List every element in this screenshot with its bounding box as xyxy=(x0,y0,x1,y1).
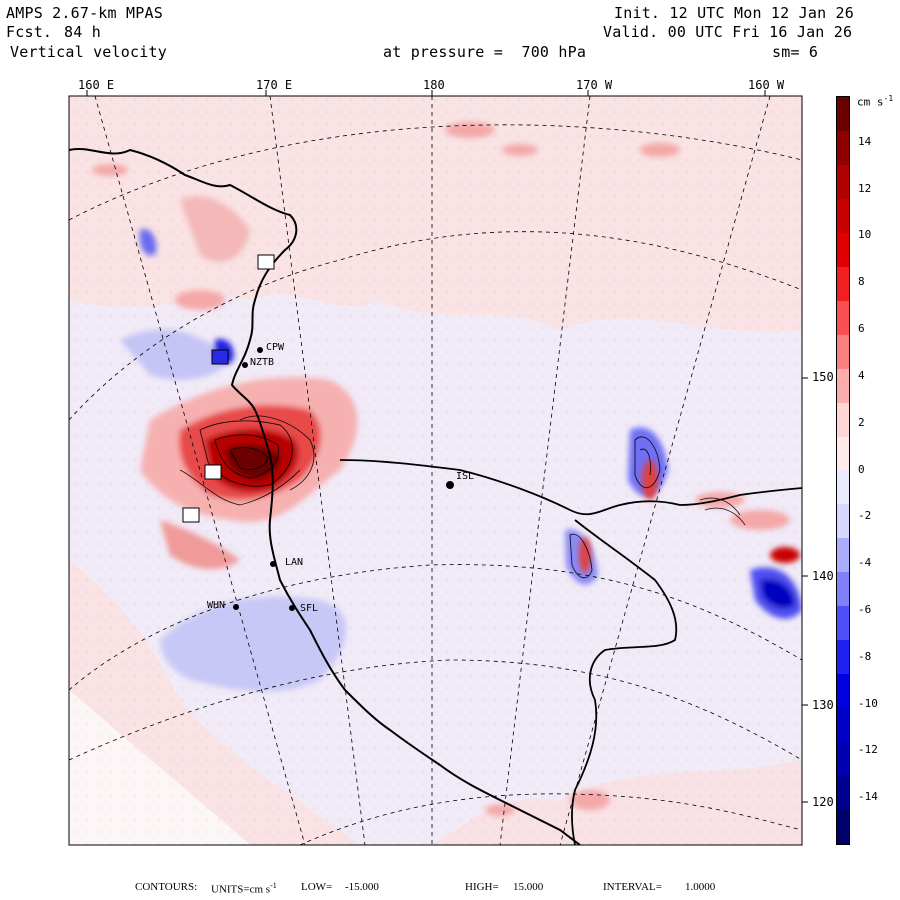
colorbar-swatch xyxy=(837,708,849,743)
colorbar-swatch xyxy=(837,368,849,403)
station-markers xyxy=(233,347,454,611)
station-cpw: CPW xyxy=(266,342,285,353)
strong-updraft-region xyxy=(140,196,358,570)
colorbar-tick-label: -10 xyxy=(858,696,878,710)
colorbar-tick-label: 2 xyxy=(858,415,865,429)
colorbar-tick-label: 0 xyxy=(858,462,865,476)
colorbar-swatch xyxy=(837,164,849,199)
colorbar-swatch xyxy=(837,538,849,573)
colorbar-swatch xyxy=(837,742,849,777)
colorbar-swatch xyxy=(837,470,849,505)
colorbar-units-text: cm s xyxy=(857,95,884,109)
colorbar-tick-label: -12 xyxy=(858,743,878,757)
colorbar-units-exp: -1 xyxy=(883,94,894,103)
colorbar-swatch xyxy=(837,606,849,641)
colorbar-swatch xyxy=(837,572,849,607)
colorbar-tick-label: 12 xyxy=(858,181,872,195)
footer-units: UNITS=cm s-1 xyxy=(211,881,277,896)
colorbar-swatch xyxy=(837,504,849,539)
pressure-level: at pressure = 700 hPa xyxy=(383,43,587,61)
contour-lines xyxy=(179,415,746,579)
colorbar-tick-label: 14 xyxy=(858,134,872,148)
colorbar-swatch xyxy=(837,334,849,369)
colorbar-swatch xyxy=(837,97,849,131)
map-frame xyxy=(68,95,803,846)
forecast-label: Fcst. xyxy=(6,23,53,41)
colorbar-swatch xyxy=(837,266,849,301)
extremum-boxes xyxy=(182,254,275,523)
graticule xyxy=(69,96,802,845)
colorbar-tick-label: 8 xyxy=(858,275,865,289)
colorbar-tick-label: -4 xyxy=(858,556,872,570)
colorbar-swatch xyxy=(837,674,849,709)
colorbar-tick-label: -8 xyxy=(858,649,872,663)
colorbar-units: cm s-1 xyxy=(857,94,893,109)
colorbar-tick-label: -14 xyxy=(858,790,878,804)
colorbar-tick-label: -6 xyxy=(858,602,872,616)
init-time: Init. 12 UTC Mon 12 Jan 26 xyxy=(614,4,854,22)
downdraft-regions xyxy=(120,229,802,692)
field-name: Vertical velocity xyxy=(10,43,167,61)
colorbar-swatch xyxy=(837,300,849,335)
station-nztb: NZTB xyxy=(250,357,275,368)
colorbar-swatch xyxy=(837,436,849,471)
footer-contours-label: CONTOURS: xyxy=(135,881,198,893)
colorbar-tick-label: 10 xyxy=(858,228,872,242)
station-lan: LAN xyxy=(285,557,304,568)
colorbar-tick-label: 6 xyxy=(858,322,865,336)
model-title: AMPS 2.67-km MPAS xyxy=(6,4,163,22)
colorbar-tick-label: -2 xyxy=(858,509,872,523)
footer-interval-label: INTERVAL= xyxy=(603,881,662,893)
valid-time: Valid. 00 UTC Fri 16 Jan 26 xyxy=(603,23,853,41)
inland-boundary xyxy=(571,519,678,845)
lon-label-170w: 170 W xyxy=(576,78,613,92)
footer-low-label: LOW= xyxy=(301,881,333,893)
footer-high-value: 15.000 xyxy=(513,881,544,893)
forecast-hours: 84 h xyxy=(64,23,101,41)
smoothing: sm= 6 xyxy=(772,43,819,61)
footer-units-exp: -1 xyxy=(270,881,277,890)
lon-label-160e: 160 E xyxy=(78,78,115,92)
colorbar-swatch xyxy=(837,776,849,811)
footer-high-label: HIGH= xyxy=(465,881,499,893)
colorbar-swatch xyxy=(837,198,849,233)
coastline xyxy=(69,148,581,845)
footer-low-value: -15.000 xyxy=(345,881,379,893)
station-sfl: SFL xyxy=(300,603,319,614)
colorbar-swatch xyxy=(837,640,849,675)
colorbar-swatch xyxy=(837,130,849,165)
colorbar-tick-label: 4 xyxy=(858,368,865,382)
lon-label-170e: 170 E xyxy=(256,78,293,92)
colorbar-swatch xyxy=(837,810,849,844)
lon-label-180: 180 xyxy=(423,78,445,92)
station-isl: ISL xyxy=(456,471,475,482)
colorbar-swatch xyxy=(837,402,849,437)
ice-shelf-edge xyxy=(339,459,802,516)
station-whn: WHN xyxy=(207,600,226,611)
lon-label-160w: 160 W xyxy=(748,78,785,92)
colorbar xyxy=(836,96,850,845)
footer-interval-value: 1.0000 xyxy=(685,881,716,893)
footer-units-text: UNITS=cm s xyxy=(211,883,271,896)
colorbar-swatch xyxy=(837,232,849,267)
